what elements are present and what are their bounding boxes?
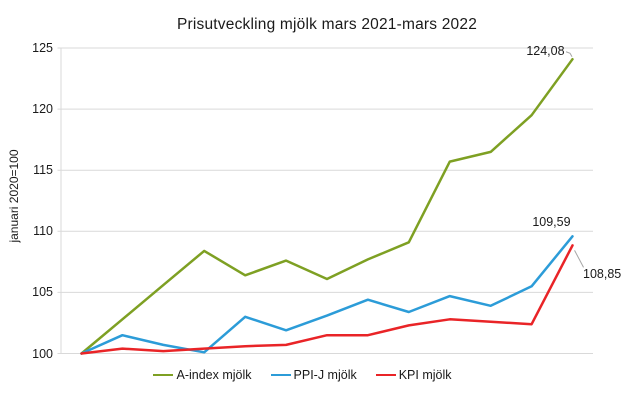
data-label-a-index: 124,08 (526, 44, 565, 59)
legend-item-a-index: A-index mjölk (153, 368, 252, 382)
series-line-kpi (80, 244, 574, 355)
legend-label: PPI-J mjölk (293, 368, 357, 382)
y-tick-label: 100 (32, 346, 53, 361)
legend-item-ppi-j: PPI-J mjölk (270, 368, 357, 382)
series-line-ppi-j (80, 235, 574, 355)
legend-label: KPI mjölk (398, 368, 452, 382)
chart-legend: A-index mjölk PPI-J mjölk KPI mjölk (0, 368, 618, 382)
data-label-leader-line (574, 250, 584, 268)
y-tick-label: 125 (32, 41, 53, 55)
data-label-kpi: 108,85 (583, 267, 622, 282)
y-tick-label: 115 (33, 163, 53, 178)
y-tick-label: 120 (32, 102, 53, 117)
legend-line-swatch (270, 374, 291, 376)
y-tick-label: 105 (32, 285, 53, 300)
legend-line-swatch (153, 374, 174, 376)
series-line-a-index (80, 57, 574, 355)
data-label-leader-line (565, 51, 573, 57)
chart-title: Prisutveckling mjölk mars 2021-mars 2022 (176, 16, 478, 33)
legend-label: A-index mjölk (176, 368, 252, 382)
y-tick-label: 110 (33, 224, 53, 239)
data-label-ppi-j: 109,59 (532, 215, 571, 230)
legend-line-swatch (375, 374, 396, 376)
legend-item-kpi: KPI mjölk (375, 368, 452, 382)
